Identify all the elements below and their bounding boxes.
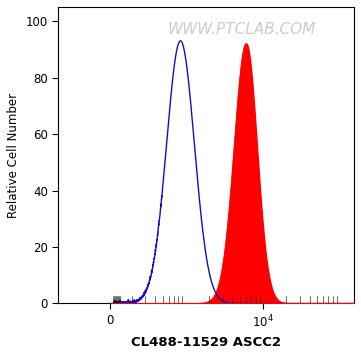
Text: WWW.PTCLAB.COM: WWW.PTCLAB.COM bbox=[168, 22, 316, 37]
Y-axis label: Relative Cell Number: Relative Cell Number bbox=[7, 93, 20, 218]
X-axis label: CL488-11529 ASCC2: CL488-11529 ASCC2 bbox=[131, 336, 281, 349]
